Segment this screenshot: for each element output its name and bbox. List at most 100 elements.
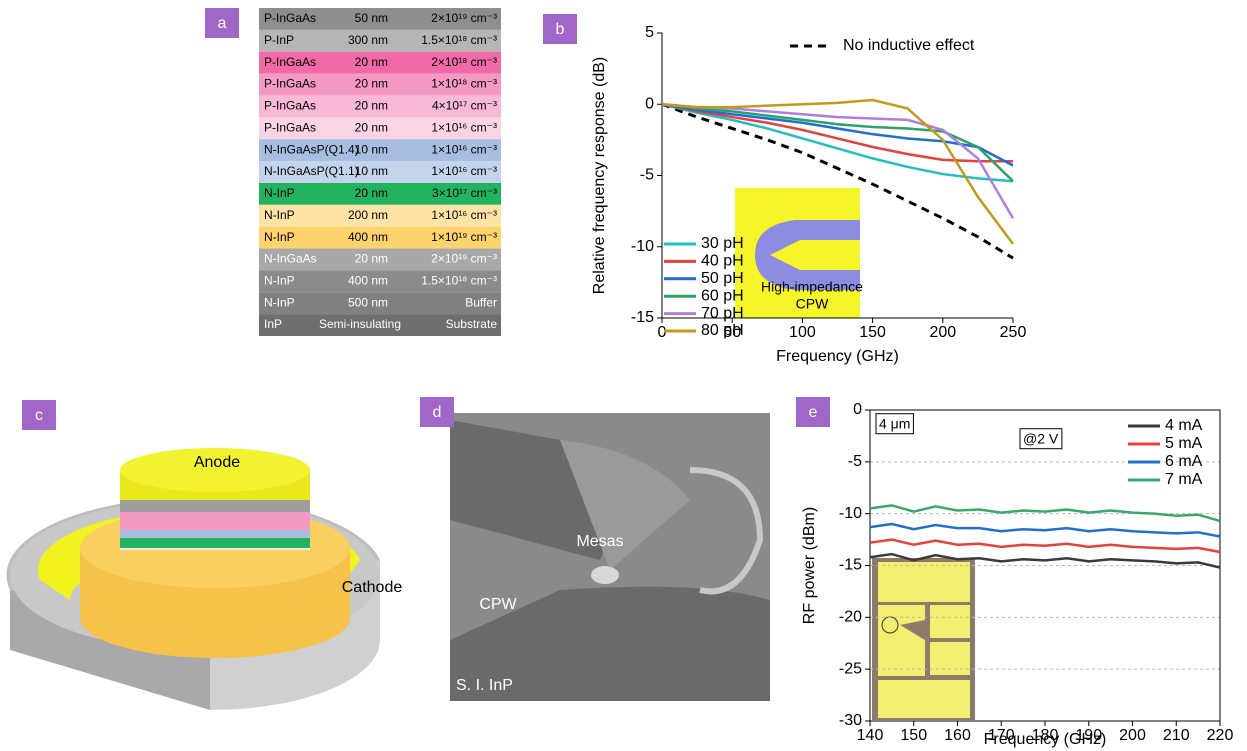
layer-doping: 1.5×10¹⁸ cm⁻³ [421, 274, 497, 288]
sem-image [450, 413, 770, 701]
layer-thickness: 200 nm [348, 208, 388, 222]
layer-doping: 1.5×10¹⁸ cm⁻³ [421, 33, 497, 47]
y-tick-label: -5 [640, 167, 654, 184]
layer-doping: 1×10¹⁶ cm⁻³ [431, 164, 497, 178]
y-tick-label: -10 [839, 505, 862, 522]
layer-name: N-InGaAsP(Q1.4) [264, 142, 359, 156]
layer-name: P-InGaAs [264, 77, 316, 91]
layer-name: N-InP [264, 274, 295, 288]
y-tick-label: -15 [839, 557, 862, 574]
y-tick-label: -15 [631, 309, 654, 326]
layer-thickness: 20 nm [355, 55, 388, 69]
y-axis-label: Relative frequency response (dB) [591, 57, 608, 294]
legend-label: 4 mA [1165, 417, 1203, 434]
layer-name: N-InP [264, 295, 295, 309]
series-line [870, 524, 1220, 536]
x-tick-label: 150 [859, 324, 886, 341]
layer-name: N-InGaAsP(Q1.1) [264, 164, 359, 178]
legend-label: 30 pH [701, 235, 744, 252]
layer-doping: 1×10¹⁶ cm⁻³ [431, 142, 497, 156]
legend-label: 60 pH [701, 287, 744, 304]
substrate-label: S. I. InP [456, 677, 513, 694]
layer-thickness: Semi-insulating [319, 317, 401, 331]
legend-label: No inductive effect [843, 37, 975, 54]
layer-doping: 1×10¹⁹ cm⁻³ [431, 230, 497, 244]
layer-doping: 4×10¹⁷ cm⁻³ [432, 99, 497, 113]
x-tick-label: 210 [1163, 727, 1190, 744]
mesas-label: Mesas [576, 533, 623, 550]
annotation: @2 V [1023, 431, 1059, 447]
layer-doping: 2×10¹⁹ cm⁻³ [431, 252, 497, 266]
layer-name: P-InGaAs [264, 120, 316, 134]
y-tick-label: 0 [853, 401, 862, 418]
x-axis-label: Frequency (GHz) [984, 731, 1107, 748]
legend-label: 40 pH [701, 253, 744, 270]
annotation: 4 μm [879, 416, 910, 432]
y-tick-label: -25 [839, 660, 862, 677]
x-tick-label: 140 [857, 727, 884, 744]
panel-label: a [218, 15, 227, 32]
layer-doping: Buffer [465, 295, 497, 309]
layer-name: N-InP [264, 230, 295, 244]
inset-label: High-impedance [761, 279, 863, 295]
legend-label: 80 pH [701, 322, 744, 339]
x-tick-label: 250 [1000, 324, 1027, 341]
y-tick-label: -20 [839, 609, 862, 626]
layer-name: P-InP [264, 33, 294, 47]
layer-thickness: 50 nm [355, 11, 388, 25]
y-axis-label: RF power (dBm) [801, 507, 818, 624]
x-axis-label: Frequency (GHz) [776, 348, 899, 365]
y-tick-label: 5 [645, 24, 654, 41]
device-illustration [6, 448, 380, 710]
inset-label: CPW [796, 296, 829, 312]
layer-doping: 2×10¹⁹ cm⁻³ [431, 11, 497, 25]
layer-name: P-InGaAs [264, 99, 316, 113]
layer-thickness: 10 nm [355, 142, 388, 156]
legend-label: 70 pH [701, 305, 744, 322]
layer-name: InP [264, 317, 282, 331]
layer-name: N-InP [264, 186, 295, 200]
chip-inset [872, 558, 975, 720]
layer-name: N-InGaAs [264, 252, 317, 266]
legend-label: 6 mA [1165, 453, 1203, 470]
layer-thickness: 10 nm [355, 164, 388, 178]
layer-thickness: 400 nm [348, 274, 388, 288]
cpw-label: CPW [479, 596, 517, 613]
layer-thickness: 500 nm [348, 295, 388, 309]
legend-label: 50 pH [701, 270, 744, 287]
layer-thickness: 20 nm [355, 186, 388, 200]
layer-thickness: 20 nm [355, 120, 388, 134]
x-tick-label: 160 [944, 727, 971, 744]
x-tick-label: 200 [1119, 727, 1146, 744]
layer-doping: 2×10¹⁸ cm⁻³ [431, 55, 497, 69]
anode-label: Anode [194, 454, 240, 471]
layer-doping: 3×10¹⁷ cm⁻³ [432, 186, 497, 200]
y-tick-label: -10 [631, 238, 654, 255]
series-line [870, 540, 1220, 552]
panel-label: b [556, 21, 565, 38]
layer-doping: Substrate [446, 317, 498, 331]
series-line [870, 505, 1220, 521]
layer-thickness: 20 nm [355, 99, 388, 113]
x-tick-label: 220 [1207, 727, 1234, 744]
y-tick-label: -5 [848, 453, 862, 470]
layer-thickness: 400 nm [348, 230, 388, 244]
panel-label: c [35, 407, 43, 424]
layer-name: P-InGaAs [264, 55, 316, 69]
panel-label: e [809, 404, 818, 421]
layer-doping: 1×10¹⁸ cm⁻³ [431, 77, 497, 91]
layer-doping: 1×10¹⁶ cm⁻³ [431, 208, 497, 222]
panel-label: d [433, 404, 442, 421]
layer-doping: 1×10¹⁶ cm⁻³ [431, 120, 497, 134]
layer-thickness: 20 nm [355, 252, 388, 266]
legend-label: 5 mA [1165, 435, 1203, 452]
legend-label: 7 mA [1165, 471, 1203, 488]
layer-thickness: 20 nm [355, 77, 388, 91]
y-tick-label: 0 [645, 95, 654, 112]
x-tick-label: 100 [789, 324, 816, 341]
figure: Anode Cathode Mesas CPW S. I. InP a b c d e P… [0, 0, 1247, 751]
layer-thickness: 300 nm [348, 33, 388, 47]
x-tick-label: 150 [900, 727, 927, 744]
cathode-label: Cathode [342, 579, 403, 596]
x-tick-label: 200 [929, 324, 956, 341]
